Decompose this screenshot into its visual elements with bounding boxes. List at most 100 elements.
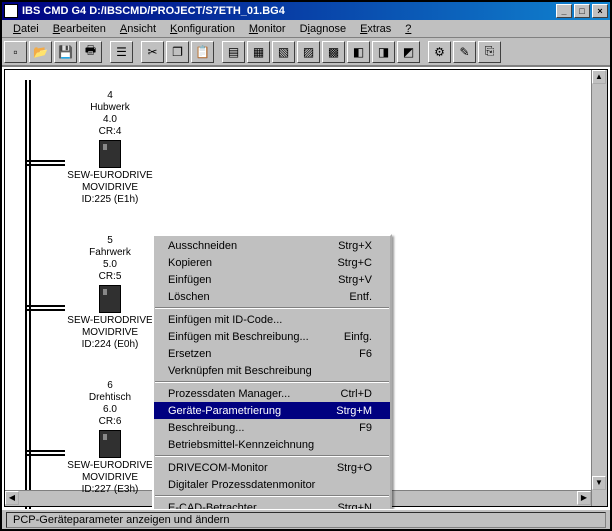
ctx-einf-gen-mit-beschreibung-[interactable]: Einfügen mit Beschreibung... Einfg.	[154, 328, 390, 345]
menu-bearbeiten[interactable]: Bearbeiten	[46, 21, 113, 37]
menubar: DateiBearbeitenAnsichtKonfigurationMonit…	[2, 20, 610, 38]
ctx-item-label: Einfügen mit ID-Code...	[168, 314, 282, 326]
titlebar: IBS CMD G4 D:/IBSCMD/PROJECT/S7ETH_01.BG…	[2, 2, 610, 20]
scroll-up-icon[interactable]: ▲	[592, 70, 606, 84]
ctx-item-shortcut: Strg+M	[336, 405, 372, 417]
window-title: IBS CMD G4 D:/IBSCMD/PROJECT/S7ETH_01.BG…	[22, 5, 554, 17]
scroll-left-icon[interactable]: ◀	[5, 491, 19, 505]
device-vendor: SEW-EURODRIVE	[50, 170, 170, 182]
device-icon	[99, 285, 121, 313]
device-hubwerk[interactable]: 4Hubwerk4.0CR:4SEW-EURODRIVEMOVIDRIVEID:…	[50, 90, 170, 206]
menu-konfiguration[interactable]: Konfiguration	[163, 21, 242, 37]
ctx-item-label: Beschreibung...	[168, 422, 244, 434]
ctx-verkn-pfen-mit-beschreibung[interactable]: Verknüpfen mit Beschreibung	[154, 362, 390, 379]
ctx-digitaler-prozessdatenmonitor[interactable]: Digitaler Prozessdatenmonitor	[154, 476, 390, 493]
scroll-right-icon[interactable]: ▶	[577, 491, 591, 505]
ctx-item-label: Verknüpfen mit Beschreibung	[168, 365, 312, 377]
cmd8-icon[interactable]: ◩	[397, 41, 420, 63]
cmd1-icon[interactable]: ▤	[222, 41, 245, 63]
ctx-ausschneiden[interactable]: Ausschneiden Strg+X	[154, 237, 390, 254]
ctx-ersetzen[interactable]: Ersetzen F6	[154, 345, 390, 362]
cut-icon[interactable]: ✂	[141, 41, 164, 63]
ctx-item-shortcut: Entf.	[349, 291, 372, 303]
device-icon	[99, 430, 121, 458]
ctx-item-shortcut: Strg+V	[338, 274, 372, 286]
paste-icon[interactable]: 📋	[191, 41, 214, 63]
cmd7-icon[interactable]: ◨	[372, 41, 395, 63]
ctx-item-shortcut: Strg+N	[337, 502, 372, 510]
ctx-einf-gen-mit-id-code-[interactable]: Einfügen mit ID-Code...	[154, 311, 390, 328]
ctx-item-label: E-CAD-Betrachter...	[168, 502, 265, 510]
cmd6-icon[interactable]: ◧	[347, 41, 370, 63]
client-area: ▲ ▼ ◀ ▶ 4Hubwerk4.0CR:4SEW-EURODRIVEMOVI…	[2, 66, 610, 509]
copy-icon[interactable]: ❐	[166, 41, 189, 63]
app-window: IBS CMD G4 D:/IBSCMD/PROJECT/S7ETH_01.BG…	[0, 0, 612, 531]
ctx-item-label: Ersetzen	[168, 348, 211, 360]
tool3-icon[interactable]: ⎘	[478, 41, 501, 63]
ctx-item-shortcut: Strg+O	[337, 462, 372, 474]
close-button[interactable]: ×	[592, 4, 608, 18]
ctx-item-label: Einfügen	[168, 274, 211, 286]
save-icon[interactable]: 💾	[54, 41, 77, 63]
ctx-betriebsmittel-kennzeichnung[interactable]: Betriebsmittel-Kennzeichnung	[154, 436, 390, 453]
maximize-button[interactable]: □	[574, 4, 590, 18]
ctx-ger-te-parametrierung[interactable]: Geräte-Parametrierung Strg+M	[154, 402, 390, 419]
app-icon	[4, 4, 18, 18]
tool1-icon[interactable]: ⚙	[428, 41, 451, 63]
ctx-item-label: Geräte-Parametrierung	[168, 405, 281, 417]
open-icon[interactable]: 📂	[29, 41, 52, 63]
statusbar: PCP-Geräteparameter anzeigen und ändern	[2, 509, 610, 529]
ctx-l-schen[interactable]: LöschenEntf.	[154, 288, 390, 305]
bus-wire	[25, 80, 27, 509]
cmd3-icon[interactable]: ▧	[272, 41, 295, 63]
device-addr: 4.0	[50, 114, 170, 126]
bus-wire-2	[29, 80, 31, 509]
scroll-down-icon[interactable]: ▼	[592, 476, 606, 490]
status-text: PCP-Geräteparameter anzeigen und ändern	[6, 512, 606, 528]
ctx-item-shortcut: Ctrl+D	[341, 388, 372, 400]
cmd4-icon[interactable]: ▨	[297, 41, 320, 63]
menu-separator	[155, 381, 389, 383]
print-icon[interactable]: 🖶	[79, 41, 102, 63]
ctx-item-label: Ausschneiden	[168, 240, 237, 252]
ctx-e-cad-betrachter-[interactable]: E-CAD-Betrachter... Strg+N	[154, 499, 390, 509]
ctx-item-shortcut: Strg+C	[337, 257, 372, 269]
ctx-item-label: Digitaler Prozessdatenmonitor	[168, 479, 315, 491]
cmd5-icon[interactable]: ▩	[322, 41, 345, 63]
ctx-prozessdaten-manager-[interactable]: Prozessdaten Manager... Ctrl+D	[154, 385, 390, 402]
ctx-kopieren[interactable]: Kopieren Strg+C	[154, 254, 390, 271]
vertical-scrollbar[interactable]: ▲ ▼	[591, 70, 607, 506]
ctx-item-shortcut: Strg+X	[338, 240, 372, 252]
device-icon	[99, 140, 121, 168]
toolbar: ▫📂💾🖶 ☰ ✂❐📋 ▤▦▧▨▩◧◨◩ ⚙✎⎘	[2, 38, 610, 66]
menu-diagnose[interactable]: Diagnose	[293, 21, 354, 37]
ctx-beschreibung-[interactable]: Beschreibung... F9	[154, 419, 390, 436]
menu-datei[interactable]: Datei	[6, 21, 46, 37]
ctx-item-shortcut: Einfg.	[344, 331, 372, 343]
menu-separator	[155, 495, 389, 497]
ctx-item-shortcut: F9	[359, 422, 372, 434]
ctx-item-shortcut: F6	[359, 348, 372, 360]
ctx-item-label: DRIVECOM-Monitor	[168, 462, 268, 474]
tree-icon[interactable]: ☰	[110, 41, 133, 63]
menu-separator	[155, 455, 389, 457]
menu-monitor[interactable]: Monitor	[242, 21, 293, 37]
menu-separator	[155, 307, 389, 309]
menu-extras[interactable]: Extras	[353, 21, 398, 37]
new-icon[interactable]: ▫	[4, 41, 27, 63]
minimize-button[interactable]: _	[556, 4, 572, 18]
ctx-item-label: Betriebsmittel-Kennzeichnung	[168, 439, 314, 451]
menu-ansicht[interactable]: Ansicht	[113, 21, 163, 37]
ctx-item-label: Kopieren	[168, 257, 212, 269]
cmd2-icon[interactable]: ▦	[247, 41, 270, 63]
ctx-drivecom-monitor[interactable]: DRIVECOM-Monitor Strg+O	[154, 459, 390, 476]
tool2-icon[interactable]: ✎	[453, 41, 476, 63]
menu-?[interactable]: ?	[398, 21, 418, 37]
ctx-einf-gen[interactable]: Einfügen Strg+V	[154, 271, 390, 288]
context-menu: Ausschneiden Strg+X Kopieren Strg+C Einfügen…	[152, 234, 392, 509]
device-index: 4	[50, 90, 170, 102]
device-cr: CR:4	[50, 126, 170, 138]
ctx-item-label: Einfügen mit Beschreibung...	[168, 331, 309, 343]
ctx-item-label: Prozessdaten Manager...	[168, 388, 290, 400]
device-id: ID:225 (E1h)	[50, 194, 170, 206]
